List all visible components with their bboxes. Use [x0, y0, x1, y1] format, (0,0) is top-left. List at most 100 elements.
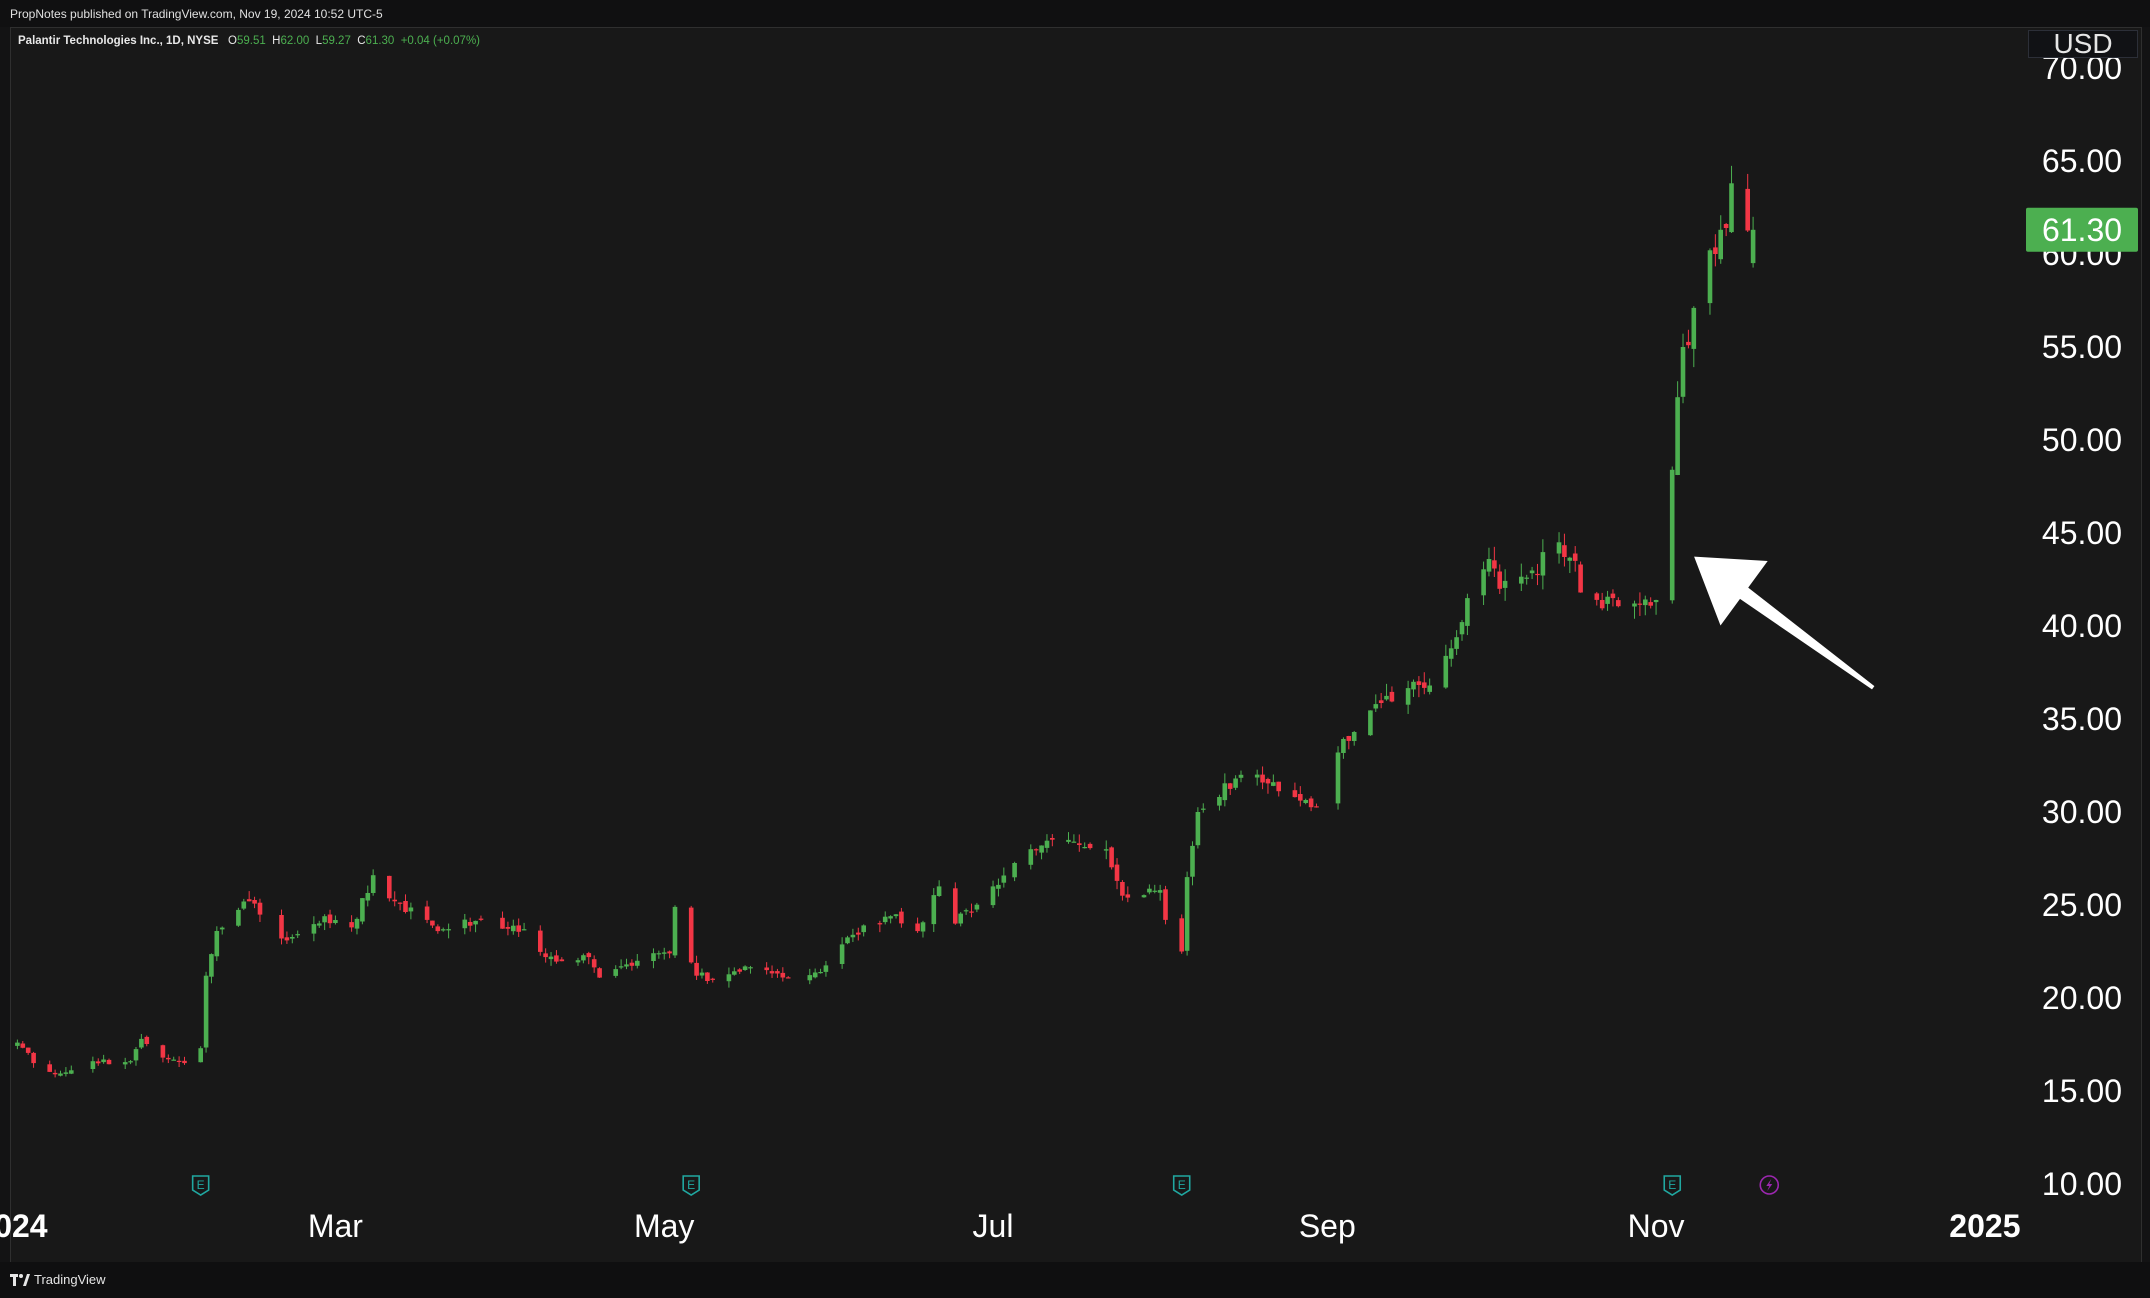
date-tick-label: 2025 [1949, 1208, 2020, 1244]
candle [1341, 737, 1346, 759]
chart-pane[interactable] [10, 27, 2142, 1264]
candle [128, 1059, 133, 1065]
candle [1637, 592, 1643, 616]
candle [370, 869, 376, 896]
candle [1147, 884, 1152, 895]
candle [1303, 798, 1308, 805]
candle [349, 915, 354, 932]
candle [1087, 842, 1093, 850]
candle [1103, 840, 1109, 860]
candle [182, 1056, 187, 1065]
candle [974, 902, 980, 913]
low-label: L [315, 35, 323, 47]
candle [1163, 885, 1168, 925]
candle [635, 954, 640, 969]
candle [1271, 774, 1276, 787]
candle [1529, 566, 1535, 580]
candle [1540, 539, 1546, 590]
candle [1368, 710, 1373, 736]
candle [661, 947, 667, 960]
candle [1707, 248, 1713, 315]
candle [559, 957, 565, 962]
candle [882, 911, 888, 925]
candle [850, 928, 856, 943]
candle [1114, 858, 1120, 890]
candle [699, 968, 705, 979]
close-label: C [357, 35, 366, 47]
candle [1422, 672, 1427, 695]
candle [171, 1056, 176, 1061]
candle [1157, 884, 1163, 901]
candle [144, 1035, 150, 1047]
candle [1389, 686, 1395, 703]
candle [1033, 848, 1039, 856]
candle [392, 891, 397, 907]
candle [1519, 563, 1524, 592]
candle [694, 955, 699, 980]
candle [613, 965, 618, 978]
price-chart[interactable]: E E E E 10.00 15.00 20.00 25.00 30.00 35.00 40.00… [0, 0, 2150, 1262]
svg-text:E: E [1178, 1178, 1186, 1192]
candle [1314, 803, 1319, 808]
candle [160, 1044, 166, 1063]
candle [1141, 894, 1147, 898]
candle [1039, 845, 1044, 860]
svg-text:E: E [687, 1178, 695, 1192]
earnings-icon[interactable]: E [1172, 1175, 1191, 1196]
candle [252, 896, 257, 909]
candle [780, 967, 786, 982]
candle [1012, 861, 1017, 882]
candle [139, 1033, 144, 1050]
candle [1745, 173, 1750, 233]
price-axis[interactable]: 10.00 15.00 20.00 25.00 30.00 35.00 40.00 45.00… [2042, 50, 2122, 1202]
candle [1594, 591, 1600, 606]
high-value: 62.00 [280, 35, 310, 47]
candle [397, 902, 403, 911]
candle [936, 880, 942, 897]
candle [1260, 766, 1265, 790]
price-tick-label: 30.00 [2042, 794, 2122, 830]
candle [101, 1054, 106, 1064]
candle [1190, 841, 1195, 886]
price-tick-label: 55.00 [2042, 329, 2122, 365]
price-tick-label: 15.00 [2042, 1073, 2122, 1109]
candle [322, 914, 327, 931]
candle [52, 1069, 58, 1078]
candle [403, 894, 408, 914]
candle [856, 927, 861, 941]
candle [548, 952, 554, 966]
candle [505, 921, 511, 936]
symbol-legend[interactable]: Palantir Technologies Inc., 1D, NYSE O59… [18, 35, 480, 47]
candle [1254, 769, 1260, 786]
lightning-icon[interactable] [1759, 1175, 1780, 1195]
candles-layer [15, 165, 1756, 1078]
candle [1298, 786, 1303, 807]
earnings-icon[interactable]: E [1663, 1175, 1682, 1196]
candle [845, 935, 850, 945]
time-axis[interactable]: 2024 Mar May Jul Sep Nov 2025 [0, 1208, 2020, 1244]
candle [1378, 693, 1384, 709]
candle [1384, 683, 1389, 701]
change-value: +0.04 (+0.07%) [400, 35, 480, 47]
candle [473, 920, 478, 933]
earnings-icon[interactable]: E [682, 1175, 700, 1196]
candle [90, 1056, 96, 1073]
candle [1184, 871, 1190, 956]
candle [284, 931, 290, 944]
currency-button[interactable]: USD [2028, 30, 2138, 58]
date-tick-label: Jul [973, 1208, 1014, 1244]
candle [667, 950, 672, 959]
candle [440, 927, 446, 932]
candle [1492, 546, 1497, 577]
price-tick-label: 40.00 [2042, 608, 2122, 644]
candle [462, 913, 468, 935]
candle [807, 968, 813, 985]
candle [1044, 834, 1050, 853]
earnings-icon[interactable]: E [191, 1175, 210, 1196]
candle [1152, 884, 1158, 894]
candle [1443, 644, 1449, 689]
candle [1276, 781, 1281, 797]
candle [1066, 832, 1071, 844]
candle [430, 920, 435, 929]
